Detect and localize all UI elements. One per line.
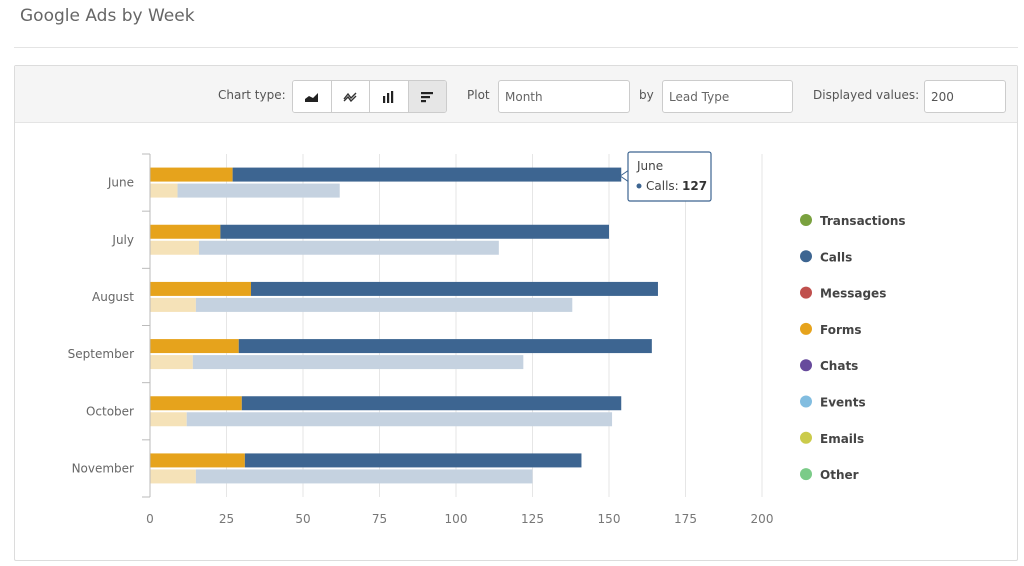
legend-marker-events: [800, 395, 812, 408]
area-chart-icon: [304, 92, 318, 102]
x-tick-label: 50: [295, 512, 310, 526]
comparison-bar-forms-august: [150, 297, 196, 312]
comparison-bar-calls-november: [195, 469, 533, 484]
page-title: Google Ads by Week: [20, 6, 195, 26]
bar-calls-august: [250, 281, 658, 296]
comparison-bar-forms-november: [150, 469, 196, 484]
tooltip-box: [627, 151, 712, 202]
bar-calls-november: [244, 453, 582, 468]
line-chart-icon: [343, 92, 357, 102]
column-chart-button[interactable]: [370, 81, 409, 112]
plot-label: Plot: [467, 88, 490, 102]
legend-label-other: Other: [820, 468, 859, 482]
legend-marker-forms: [800, 322, 812, 335]
axes: 0 25 50 75 100 125 150 175 200 June July August Sept…: [68, 153, 774, 526]
comparison-bar-calls-july: [198, 240, 499, 255]
line-chart-button[interactable]: [331, 81, 370, 112]
chart-panel: Chart type:: [14, 65, 1018, 561]
legend-marker-chats: [800, 359, 812, 372]
bar-forms-june: [150, 167, 233, 182]
x-tick-label: 100: [445, 512, 468, 526]
tooltip: June Calls: 127: [619, 151, 712, 202]
x-tick-label: 75: [372, 512, 387, 526]
bar-chart: 0 25 50 75 100 125 150 175 200 June July August Sept…: [68, 151, 906, 526]
legend: Transactions Calls Messages Forms Chats Event…: [800, 214, 906, 482]
column-chart-icon: [383, 90, 394, 103]
tooltip-series-dot: [636, 183, 642, 189]
x-tick-label: 150: [598, 512, 621, 526]
bar-forms-july: [150, 224, 221, 239]
comparison-bar-forms-october: [150, 412, 187, 427]
bar-chart-button[interactable]: [408, 81, 446, 112]
legend-label-calls: Calls: [820, 250, 852, 264]
category-label: October: [86, 404, 134, 418]
bar-forms-november: [150, 453, 245, 468]
legend-label-transactions: Transactions: [820, 214, 906, 228]
x-tick-label: 25: [219, 512, 234, 526]
comparison-bar-calls-august: [195, 297, 573, 312]
comparison-bar-forms-september: [150, 355, 193, 370]
comparison-bar-forms-july: [150, 240, 199, 255]
legend-label-events: Events: [820, 396, 866, 410]
comparison-bar-calls-september: [192, 355, 524, 370]
bar-calls-september: [238, 339, 652, 354]
title-divider: [14, 47, 1018, 48]
x-tick-label: 0: [146, 512, 154, 526]
by-label: by: [639, 88, 654, 102]
comparison-bar-forms-june: [150, 183, 178, 198]
legend-marker-messages: [800, 286, 812, 299]
x-tick-label: 200: [751, 512, 774, 526]
category-label: July: [111, 233, 134, 247]
legend-label-chats: Chats: [820, 359, 858, 373]
plot-field-input[interactable]: [498, 80, 630, 113]
displayed-values-input[interactable]: [924, 80, 1006, 113]
bar-forms-august: [150, 281, 251, 296]
chart-type-label: Chart type:: [218, 88, 286, 102]
comparison-bar-calls-june: [177, 183, 340, 198]
bar-chart-icon: [420, 91, 433, 102]
bar-calls-july: [220, 224, 609, 239]
legend-marker-emails: [800, 431, 812, 444]
displayed-values-label: Displayed values:: [813, 88, 920, 102]
bar-calls-october: [241, 396, 622, 411]
legend-label-messages: Messages: [820, 287, 886, 301]
tooltip-category: June: [636, 159, 663, 173]
category-label: September: [68, 347, 134, 361]
legend-label-forms: Forms: [820, 323, 862, 337]
group-by-input[interactable]: [662, 80, 793, 113]
legend-marker-other: [800, 468, 812, 481]
x-tick-label: 175: [674, 512, 697, 526]
tooltip-value: 127: [682, 179, 707, 193]
bar-forms-october: [150, 396, 242, 411]
legend-label-emails: Emails: [820, 432, 864, 446]
category-label: August: [92, 290, 134, 304]
chart-type-group: [292, 80, 447, 113]
legend-marker-transactions: [800, 214, 812, 226]
category-label: November: [72, 461, 134, 475]
comparison-bar-calls-october: [186, 412, 613, 427]
x-tick-label: 125: [521, 512, 544, 526]
grid-lines: [226, 154, 763, 497]
bar-calls-june: [232, 167, 622, 182]
category-label: June: [107, 176, 134, 190]
legend-marker-calls: [800, 250, 812, 263]
bar-forms-september: [150, 339, 239, 354]
area-chart-button[interactable]: [293, 81, 332, 112]
chart-toolbar: Chart type:: [15, 66, 1017, 123]
tooltip-series-label: Calls:: [646, 179, 679, 193]
bars: [150, 167, 658, 484]
